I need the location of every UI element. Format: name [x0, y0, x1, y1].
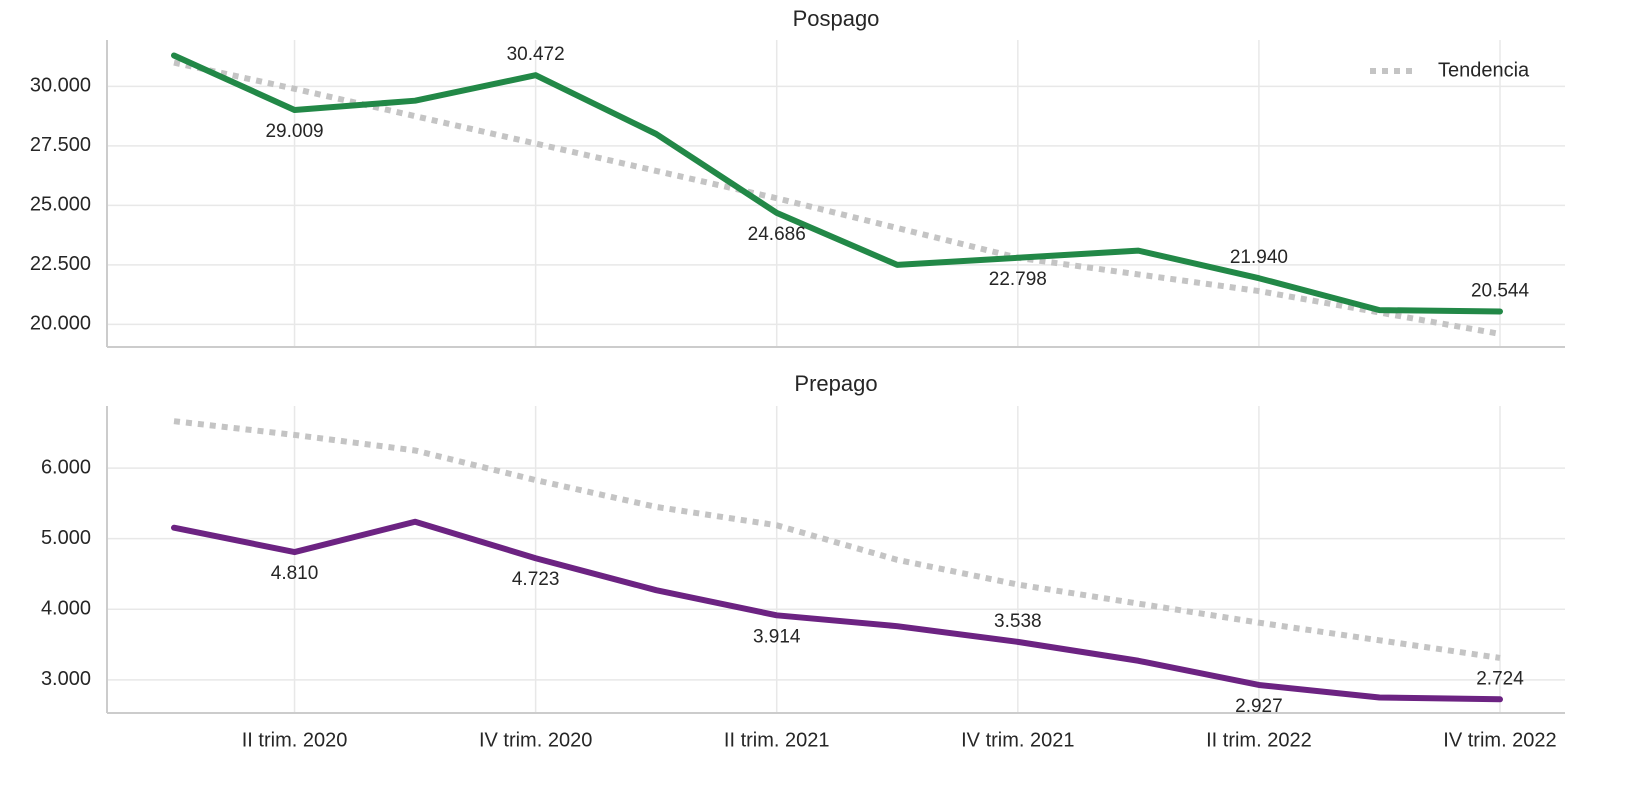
y-tick-label: 25.000: [30, 194, 91, 216]
data-line: [171, 52, 1503, 315]
y-tick-label: 3.000: [41, 668, 91, 690]
x-tick-label: II trim. 2020: [242, 729, 348, 751]
data-label: 4.723: [512, 569, 560, 590]
chart-title: Pospago: [793, 6, 880, 31]
data-label: 3.914: [753, 626, 801, 647]
data-line: [171, 518, 1503, 703]
data-label: 3.538: [994, 611, 1042, 632]
data-label: 20.544: [1471, 280, 1530, 301]
data-label: 2.927: [1235, 696, 1283, 717]
legend-label: Tendencia: [1438, 59, 1530, 81]
y-tick-label: 22.500: [30, 253, 91, 275]
trend-line: [173, 59, 1501, 337]
y-tick-label: 20.000: [30, 313, 91, 335]
data-label: 2.724: [1476, 668, 1524, 689]
trend-line: [173, 418, 1501, 661]
x-tick-label: IV trim. 2021: [961, 729, 1074, 751]
x-tick-label: II trim. 2022: [1206, 729, 1312, 751]
x-tick-label: IV trim. 2022: [1443, 729, 1556, 751]
data-label: 22.798: [989, 269, 1047, 290]
y-tick-label: 5.000: [41, 527, 91, 549]
data-label: 29.009: [265, 121, 323, 142]
y-tick-label: 27.500: [30, 134, 91, 156]
x-tick-label: IV trim. 2020: [479, 729, 592, 751]
y-tick-label: 30.000: [30, 75, 91, 97]
data-label: 21.940: [1230, 247, 1288, 268]
data-label: 24.686: [748, 224, 806, 245]
data-label: 4.810: [271, 563, 319, 584]
y-tick-label: 6.000: [41, 456, 91, 478]
y-tick-label: 4.000: [41, 598, 91, 620]
x-tick-label: II trim. 2021: [724, 729, 830, 751]
chart-title: Prepago: [794, 371, 877, 396]
data-label: 30.472: [507, 44, 565, 65]
